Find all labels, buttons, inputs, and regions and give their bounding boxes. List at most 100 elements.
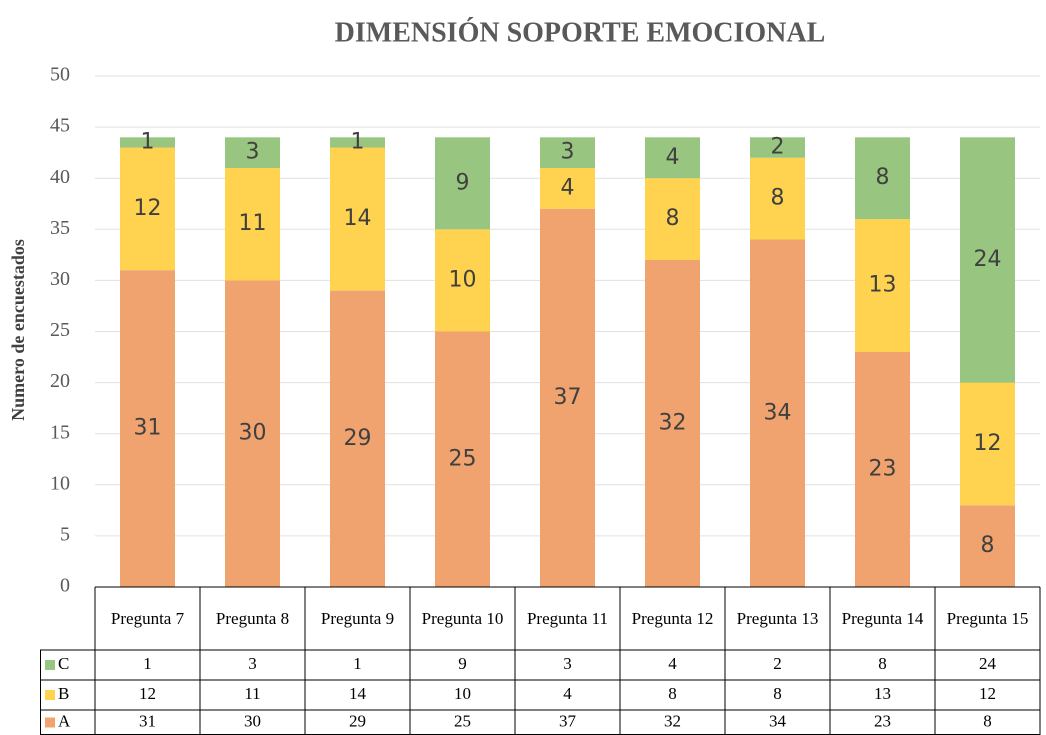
table-cell: 12 (979, 684, 996, 703)
bar-segment (645, 178, 700, 260)
table-cell: 14 (349, 684, 367, 703)
x-tick-label: Pregunta 11 (526, 609, 609, 628)
table-cell: 31 (139, 711, 156, 730)
x-tick-label: Pregunta 14 (841, 609, 924, 628)
data-label: 8 (876, 165, 890, 190)
bar-segment (645, 259, 700, 587)
bar-segment (330, 137, 385, 148)
data-label: 32 (659, 410, 687, 435)
table-cell: 3 (248, 654, 257, 673)
bar-segment (960, 382, 1015, 506)
data-label: 4 (666, 145, 680, 170)
bar-segment (855, 137, 910, 220)
data-label: 13 (869, 273, 897, 298)
data-label: 8 (981, 533, 995, 558)
bar-segment (330, 290, 385, 587)
bar-segment (960, 505, 1015, 587)
y-tick-label: 15 (50, 421, 70, 443)
bar-segment (225, 167, 280, 281)
legend-swatch (45, 660, 55, 670)
x-tick-label: Pregunta 12 (631, 609, 714, 628)
table-cell: 32 (664, 711, 681, 730)
table-cell: 10 (454, 684, 471, 703)
bar-segment (645, 137, 700, 179)
table-cell: 4 (563, 684, 572, 703)
bar-segment (750, 157, 805, 240)
bar-segment (120, 270, 175, 587)
bar-segment (435, 331, 490, 587)
table-cell: 8 (983, 711, 992, 730)
table-cell: 13 (874, 684, 891, 703)
legend-label: C (58, 654, 69, 673)
data-label: 25 (449, 446, 477, 471)
table-cell: 30 (244, 711, 261, 730)
chart-title: DIMENSIÓN SOPORTE EMOCIONAL (335, 17, 826, 48)
x-tick-label: Pregunta 7 (110, 609, 185, 628)
data-label: 8 (666, 206, 680, 231)
legend-swatch (45, 690, 55, 700)
bar-segment (540, 137, 595, 168)
data-label: 1 (351, 129, 365, 154)
bar-segment (960, 137, 1015, 383)
data-label: 9 (456, 170, 470, 195)
table-cell: 8 (668, 684, 677, 703)
legend-label: B (58, 684, 69, 703)
table-cell: 24 (979, 654, 997, 673)
data-label: 12 (974, 431, 1002, 456)
x-tick-label: Pregunta 10 (421, 609, 504, 628)
table-cell: 12 (139, 684, 156, 703)
table-cell: 2 (773, 654, 782, 673)
table-cell: 4 (668, 654, 677, 673)
data-label: 10 (449, 267, 477, 292)
bar-segment (330, 147, 385, 291)
data-label: 24 (974, 247, 1002, 272)
bar-segment (225, 280, 280, 587)
bar-segment (855, 219, 910, 352)
bar-segment (540, 208, 595, 588)
legend-swatch (45, 717, 55, 728)
bar-segment (435, 229, 490, 332)
y-tick-label: 10 (50, 472, 70, 494)
y-tick-label: 20 (50, 370, 70, 392)
bar-segment (750, 239, 805, 587)
table-cell: 8 (773, 684, 782, 703)
table-cell: 23 (874, 711, 891, 730)
table-cell: 37 (559, 711, 577, 730)
x-tick-label: Pregunta 13 (736, 609, 819, 628)
table-cell: 11 (244, 684, 260, 703)
y-tick-label: 25 (50, 319, 70, 341)
data-label: 11 (239, 211, 267, 236)
data-label: 3 (561, 140, 575, 165)
bar-segment (120, 137, 175, 148)
bar-segment (120, 147, 175, 271)
data-label: 30 (239, 421, 267, 446)
legend-label: A (58, 711, 71, 730)
y-tick-label: 50 (50, 64, 70, 86)
y-tick-label: 40 (50, 166, 70, 188)
data-label: 4 (561, 175, 575, 200)
data-label: 12 (134, 196, 162, 221)
table-cell: 1 (353, 654, 362, 673)
y-tick-label: 30 (50, 268, 70, 290)
table-cell: 29 (349, 711, 366, 730)
y-tick-label: 5 (60, 523, 70, 545)
data-label: 37 (554, 385, 582, 410)
bar-segment (750, 137, 805, 158)
data-label: 29 (344, 426, 372, 451)
bar-segment (435, 137, 490, 230)
table-cell: 34 (769, 711, 787, 730)
y-tick-label: 0 (60, 575, 70, 597)
data-label: 8 (771, 186, 785, 211)
x-tick-label: Pregunta 9 (320, 609, 395, 628)
table-cell: 1 (143, 654, 152, 673)
x-tick-label: Pregunta 15 (946, 609, 1029, 628)
data-label: 34 (764, 400, 792, 425)
data-label: 3 (246, 140, 260, 165)
table-cell: 9 (458, 654, 467, 673)
x-tick-label: Pregunta 8 (215, 609, 290, 628)
y-axis-label: Numero de encuestados (8, 239, 28, 421)
y-tick-label: 35 (50, 217, 70, 239)
data-label: 31 (134, 416, 162, 441)
